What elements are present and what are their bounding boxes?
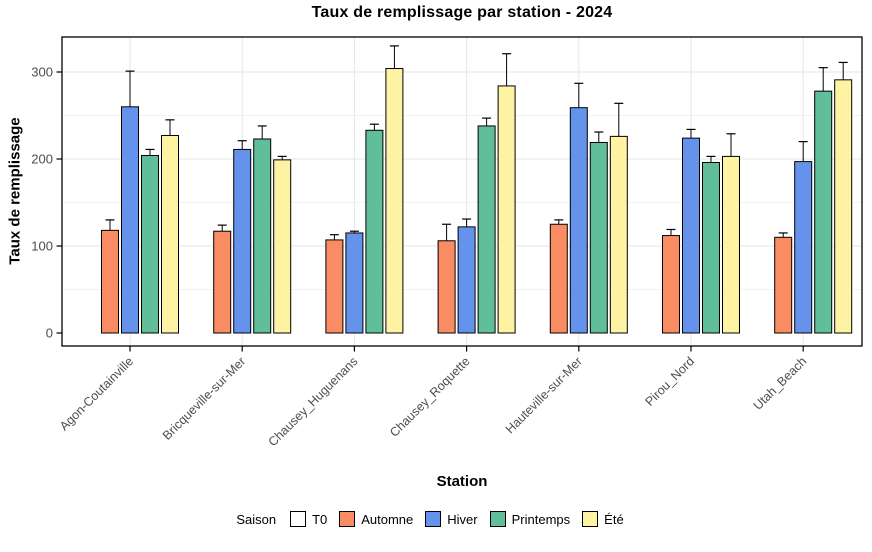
legend-item-1: Automne <box>339 511 413 527</box>
bar-Été-0 <box>161 135 179 334</box>
bar-Été-5 <box>722 155 740 334</box>
chart-title: Taux de remplissage par station - 2024 <box>311 4 613 21</box>
legend-item-0: T0 <box>290 511 327 527</box>
bar-Été-6 <box>834 79 853 334</box>
y-tick-label: 300 <box>31 65 53 80</box>
bar-Automne-2 <box>325 239 344 334</box>
bar-Hiver-0 <box>121 106 139 334</box>
legend-item-3: Printemps <box>489 511 571 527</box>
bar-Hiver-1 <box>233 148 252 334</box>
bar-Été-3 <box>497 85 516 334</box>
bar-Hiver-2 <box>345 232 364 334</box>
bar-Printemps-2 <box>365 129 384 334</box>
x-tick-label: Bricqueville-sur-Mer <box>160 354 248 442</box>
y-axis-title: Taux de remplissage <box>6 117 24 265</box>
x-axis-title: Station <box>436 473 488 490</box>
legend-label: Printemps <box>511 511 571 527</box>
panel-border <box>61 36 863 347</box>
x-tick-label: Chausey_Roquette <box>387 354 473 440</box>
bar-Hiver-6 <box>794 161 813 334</box>
bar-Printemps-0 <box>141 155 159 334</box>
bar-Hiver-4 <box>569 107 588 334</box>
bar-Été-1 <box>273 159 292 334</box>
legend-key-swatch <box>425 511 442 527</box>
legend-label: Hiver <box>447 511 478 527</box>
bar-Automne-4 <box>549 223 568 334</box>
bar-Printemps-1 <box>253 138 272 334</box>
legend-key-swatch <box>339 511 356 527</box>
legend: Saison T0 Automne Hiver Printemps Été <box>0 511 872 527</box>
x-tick-label: Utah_Beach <box>751 354 810 413</box>
bar-Automne-6 <box>774 236 793 334</box>
x-tick-label: Agon-Coutainville <box>57 354 136 433</box>
y-tick-label: 200 <box>31 152 53 167</box>
y-tick-label: 0 <box>46 326 53 341</box>
bar-Printemps-6 <box>814 90 833 334</box>
legend-label: T0 <box>312 511 328 527</box>
bar-Automne-5 <box>662 235 680 334</box>
x-tick-label: Pirou_Nord <box>643 354 698 409</box>
bar-Printemps-4 <box>589 141 608 334</box>
bar-Printemps-3 <box>477 125 496 334</box>
legend-item-4: Été <box>582 511 624 527</box>
legend-key-swatch <box>290 511 307 527</box>
y-tick-label: 100 <box>31 239 53 254</box>
bar-Printemps-5 <box>702 161 720 334</box>
x-tick-label: Chausey_Huguenans <box>266 354 361 449</box>
legend-title: Saison <box>236 511 277 527</box>
legend-label: Automne <box>361 511 414 527</box>
bar-Hiver-3 <box>457 226 476 334</box>
legend-label: Été <box>604 511 624 527</box>
bar-Été-4 <box>609 135 628 334</box>
bar-Automne-0 <box>101 229 119 334</box>
bar-Été-2 <box>385 68 404 334</box>
legend-key-swatch <box>489 511 506 527</box>
bar-Automne-3 <box>437 240 456 334</box>
plot-area: 0 100 200 300 Agon-Coutainville Bricqueville-… <box>31 36 863 449</box>
bar-Automne-1 <box>213 230 232 334</box>
legend-item-2: Hiver <box>425 511 478 527</box>
legend-key-swatch <box>582 511 599 527</box>
bar-Hiver-5 <box>682 137 700 334</box>
x-tick-label: Hauteville-sur-Mer <box>503 354 585 436</box>
